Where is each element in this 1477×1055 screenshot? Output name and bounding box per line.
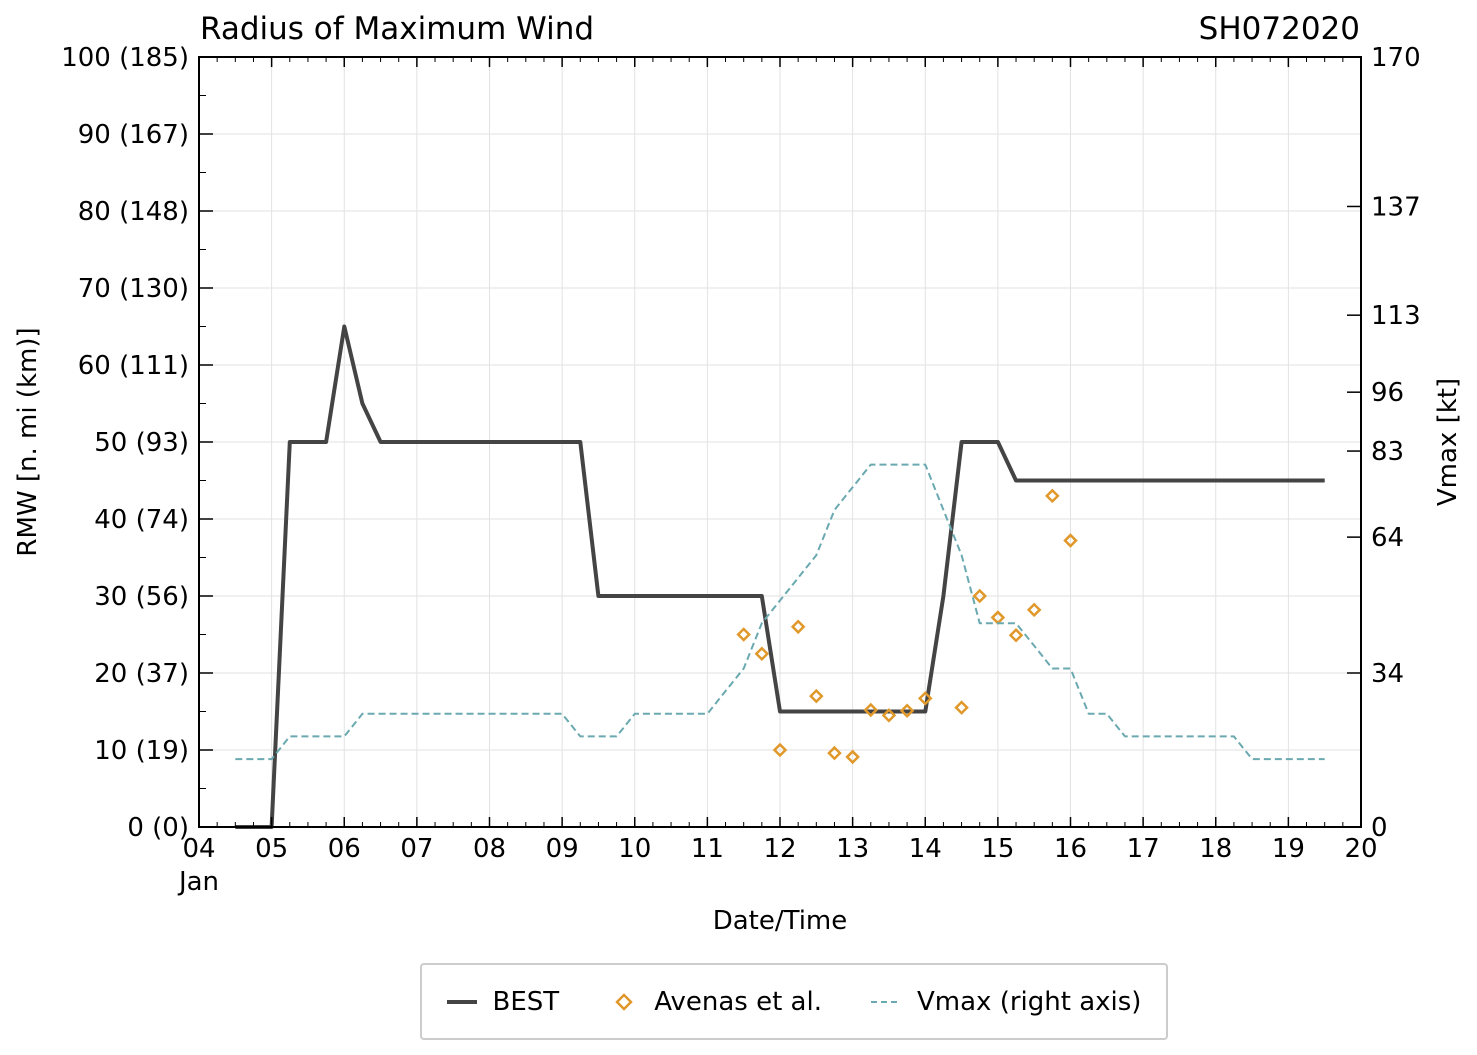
y-left-tick-label: 50 (93) [94, 428, 189, 458]
avenas-point [899, 703, 915, 718]
x-tick-label: 07 [400, 834, 433, 864]
y-left-tick-label: 40 (74) [94, 505, 189, 535]
avenas-point [790, 619, 806, 635]
x-tick-label: 12 [763, 834, 796, 864]
y-left-tick-label: 20 (37) [94, 659, 189, 689]
x-tick-label: 20 [1344, 834, 1377, 864]
x-tick-label: 06 [328, 834, 361, 864]
legend-item-best: BEST [446, 986, 560, 1017]
x-tick-label: 17 [1127, 834, 1160, 864]
x-tick-label: 14 [909, 834, 942, 864]
series-layer [235, 324, 1325, 829]
x-tick-label: 15 [981, 834, 1014, 864]
y-right-tick-label: 113 [1371, 301, 1421, 331]
y-right-tick-label: 64 [1371, 523, 1404, 553]
avenas-point [845, 749, 860, 765]
x-tick-sublabel: Jan [177, 867, 219, 897]
legend: BEST Avenas et al. Vmax (right axis) [420, 963, 1168, 1040]
y-right-tick-label: 96 [1371, 378, 1404, 408]
x-tick-label: 09 [546, 834, 579, 864]
legend-item-avenas: Avenas et al. [608, 987, 822, 1017]
y-right-tick-label: 83 [1371, 437, 1404, 467]
y-left-tick-label: 80 (148) [78, 197, 189, 227]
y-left-tick-label: 60 (111) [78, 351, 189, 381]
y-right-tick-label: 137 [1371, 192, 1421, 222]
avenas-point [863, 702, 879, 718]
legend-item-vmax: Vmax (right axis) [871, 987, 1141, 1017]
avenas-point [1026, 602, 1042, 618]
grid [199, 57, 1361, 827]
legend-dashed-line-icon [871, 1000, 902, 1003]
legend-diamond-icon [615, 992, 633, 1011]
x-axis-label: Date/Time [713, 906, 848, 936]
vmax-series-line [235, 463, 1325, 761]
x-tick-label: 08 [473, 834, 506, 864]
avenas-point [1063, 533, 1078, 548]
legend-label-best: BEST [492, 986, 560, 1017]
avenas-point [827, 745, 842, 761]
avenas-point [917, 691, 933, 706]
storm-id: SH072020 [1199, 11, 1360, 47]
y-axis-label-right: Vmax [kt] [1433, 378, 1463, 506]
avenas-point [954, 700, 969, 715]
avenas-point [754, 646, 770, 662]
avenas-point [1045, 488, 1060, 504]
x-tick-label: 04 [182, 834, 215, 864]
y-axis-label-left: RMW [n. mi (km)] [13, 327, 43, 556]
avenas-point [881, 708, 897, 723]
avenas-point [772, 742, 788, 758]
avenas-point [809, 688, 824, 704]
legend-line-icon [446, 999, 477, 1004]
x-tick-label: 13 [836, 834, 869, 864]
x-tick-label: 10 [618, 834, 651, 864]
y-right-tick-label: 170 [1371, 43, 1421, 73]
avenas-point [736, 627, 751, 642]
x-tick-label: 11 [691, 834, 724, 864]
y-left-tick-label: 30 (56) [94, 582, 189, 612]
y-left-tick-label: 90 (167) [78, 120, 189, 150]
y-left-tick-label: 70 (130) [78, 274, 189, 304]
y-left-tick-label: 0 (0) [127, 813, 189, 843]
x-tick-label: 19 [1272, 834, 1305, 864]
x-tick-label: 05 [255, 834, 288, 864]
legend-label-vmax: Vmax (right axis) [917, 986, 1142, 1017]
avenas-point [972, 588, 987, 604]
y-left-tick-label: 100 (185) [61, 43, 189, 73]
x-tick-label: 18 [1199, 834, 1232, 864]
y-left-tick-label: 10 (19) [94, 736, 189, 766]
y-right-tick-label: 0 [1371, 813, 1388, 843]
legend-label-avenas: Avenas et al. [654, 986, 822, 1017]
y-right-tick-label: 34 [1371, 659, 1404, 689]
x-tick-label: 16 [1054, 834, 1087, 864]
avenas-point [1008, 628, 1024, 643]
best-series-line [235, 324, 1325, 829]
chart-title: Radius of Maximum Wind [200, 11, 594, 47]
